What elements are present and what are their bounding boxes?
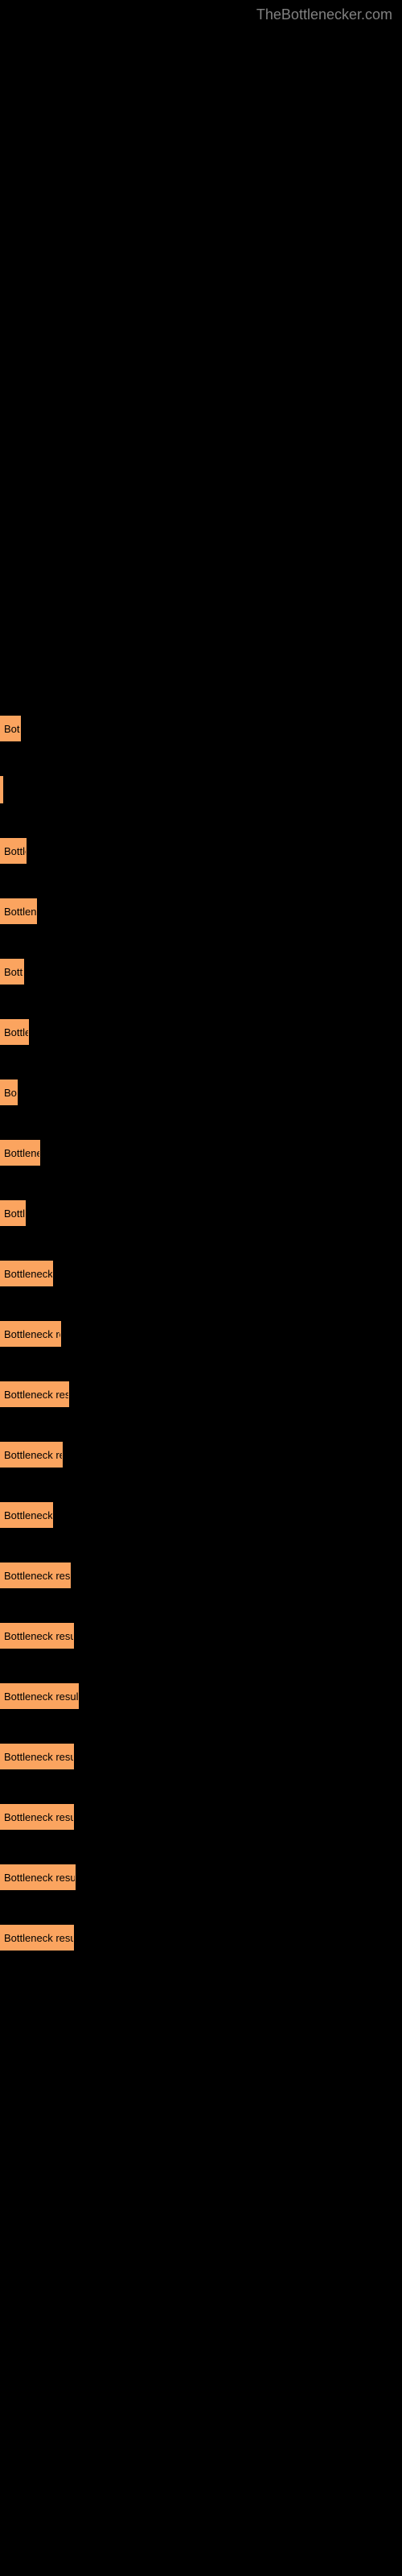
bar: Bottleneck results — [0, 1381, 69, 1407]
chart-container: Bot Bottle Bottlenec Bottle Bottlen Bo Bottlen… — [0, 716, 402, 1951]
bar-label: Bottlen — [4, 1026, 29, 1038]
bar: Bottleneck re — [0, 1502, 53, 1528]
bar: Bottle — [0, 1200, 26, 1226]
bar-label: Bottle — [4, 966, 24, 978]
bar: Bottle — [0, 959, 24, 985]
bar: Bottleneck result — [0, 1925, 74, 1951]
spacer — [0, 23, 402, 716]
bar-row: Bottleneck result — [0, 1623, 402, 1649]
bar-label: Bottlenec — [4, 906, 37, 918]
bar-label: Bottleneck re — [4, 1268, 53, 1280]
bar-row: Bottleneck result — [0, 1864, 402, 1890]
bar-label: Bottleneck resu — [4, 1449, 63, 1461]
bar-row: Bottle — [0, 959, 402, 985]
bar-label: Bottleneck res — [4, 1328, 61, 1340]
bar-row: Bottle — [0, 838, 402, 864]
bar-row: Bottleneck result — [0, 1925, 402, 1951]
bar-row: Bot — [0, 716, 402, 741]
bar-row: Bottlenec — [0, 898, 402, 924]
bar-row: Bottleneck res — [0, 1321, 402, 1347]
bar-row: Bo — [0, 1080, 402, 1105]
bar-label: Bottleneck result — [4, 1751, 74, 1763]
bar: Bottle — [0, 838, 27, 864]
bar: Bottleneck result — [0, 1804, 74, 1830]
watermark: TheBottlenecker.com — [0, 0, 402, 23]
bar: Bot — [0, 716, 21, 741]
bar: Bottleneck result — [0, 1683, 79, 1709]
bar-row — [0, 776, 402, 803]
bar-label: Bottleneck result — [4, 1630, 74, 1642]
bar-row: Bottleneck result — [0, 1804, 402, 1830]
bar: Bottleneck result — [0, 1623, 74, 1649]
bar-row: Bottleneck result — [0, 1744, 402, 1769]
bar: Bottleneck res — [0, 1321, 61, 1347]
bar-label: Bottle — [4, 1208, 26, 1220]
bar-label: Bottleneck results — [4, 1570, 71, 1582]
bar: Bottlenec — [0, 1140, 40, 1166]
bar: Bo — [0, 1080, 18, 1105]
bar-row: Bottleneck resu — [0, 1442, 402, 1468]
bar-row: Bottleneck result — [0, 1683, 402, 1709]
bar-label: Bottleneck result — [4, 1690, 79, 1703]
bar: Bottleneck resu — [0, 1442, 63, 1468]
bar-row: Bottlenec — [0, 1140, 402, 1166]
bar-label: Bottle — [4, 845, 27, 857]
bar-row: Bottleneck results — [0, 1563, 402, 1588]
bar: Bottleneck result — [0, 1864, 76, 1890]
bar-row: Bottleneck results — [0, 1381, 402, 1407]
bar-label: Bottlenec — [4, 1147, 40, 1159]
bar: Bottleneck results — [0, 1563, 71, 1588]
bar-row: Bottleneck re — [0, 1502, 402, 1528]
bar-label: Bottleneck result — [4, 1932, 74, 1944]
bar-label: Bottleneck re — [4, 1509, 53, 1521]
bar: Bottleneck re — [0, 1261, 53, 1286]
bar — [0, 776, 3, 803]
bar-label: Bottleneck result — [4, 1872, 76, 1884]
bar-label: Bottleneck results — [4, 1389, 69, 1401]
bar-row: Bottlen — [0, 1019, 402, 1045]
bar: Bottlenec — [0, 898, 37, 924]
bar-row: Bottle — [0, 1200, 402, 1226]
bar-row: Bottleneck re — [0, 1261, 402, 1286]
bar-label: Bottleneck result — [4, 1811, 74, 1823]
bar-label: Bot — [4, 723, 20, 735]
bar: Bottleneck result — [0, 1744, 74, 1769]
bar-label: Bo — [4, 1087, 17, 1099]
bar: Bottlen — [0, 1019, 29, 1045]
